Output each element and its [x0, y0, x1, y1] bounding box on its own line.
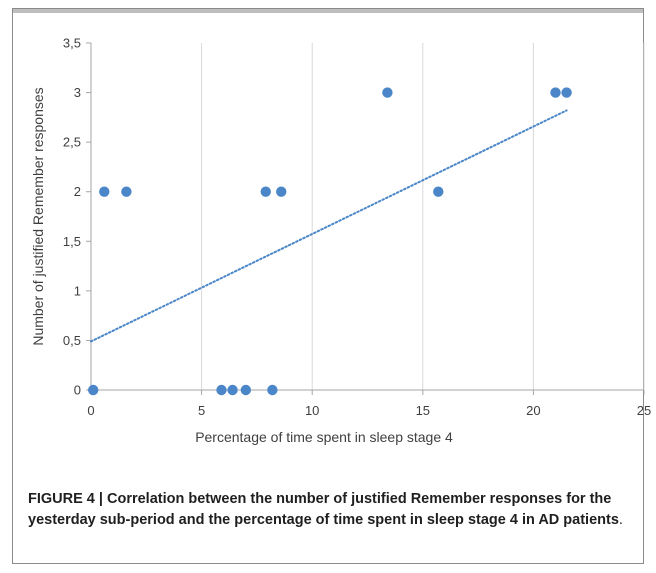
x-tick-label: 5	[198, 403, 205, 418]
x-tick-label: 10	[305, 403, 319, 418]
data-point	[121, 186, 132, 197]
data-point	[216, 384, 227, 396]
x-tick-label: 15	[416, 403, 430, 418]
figure-frame	[12, 8, 644, 564]
scatter-chart: 0 0,5 1 1,5 2 2,5 3 3,5 0 5 10 15 20 25 Percentage of …	[30, 36, 651, 446]
data-point	[240, 384, 252, 396]
y-tick-label: 0,5	[63, 333, 81, 348]
y-tick-label: 2,5	[63, 135, 81, 150]
y-tick-label: 0	[74, 383, 81, 398]
x-axis-title: Percentage of time spent in sleep stage …	[195, 429, 453, 445]
y-tick-label: 2	[74, 184, 81, 199]
data-point	[561, 87, 572, 98]
y-tick-label: 1	[74, 283, 81, 298]
data-point	[433, 186, 444, 197]
y-axis-title: Number of justified Remember responses	[30, 87, 46, 345]
x-tick-label: 25	[637, 403, 651, 418]
trendline	[90, 109, 568, 343]
figure-caption: FIGURE 4 | Correlation between the numbe…	[28, 489, 624, 531]
x-tick-label: 20	[526, 403, 540, 418]
data-point	[99, 186, 110, 197]
y-tick-label: 3,5	[63, 36, 81, 51]
data-point	[260, 186, 271, 197]
y-tick-label: 1,5	[63, 234, 81, 249]
data-point	[227, 384, 238, 396]
caption-tail-text: .	[618, 512, 623, 528]
data-point	[276, 186, 287, 197]
data-point	[550, 87, 561, 98]
top-rule	[13, 9, 643, 13]
caption-bold-text: FIGURE 4 | Correlation between the numbe…	[28, 491, 619, 528]
data-point	[88, 384, 99, 396]
data-point	[382, 87, 393, 98]
y-tick-label: 3	[74, 85, 81, 100]
x-tick-label: 0	[87, 403, 94, 418]
data-point	[267, 384, 278, 396]
